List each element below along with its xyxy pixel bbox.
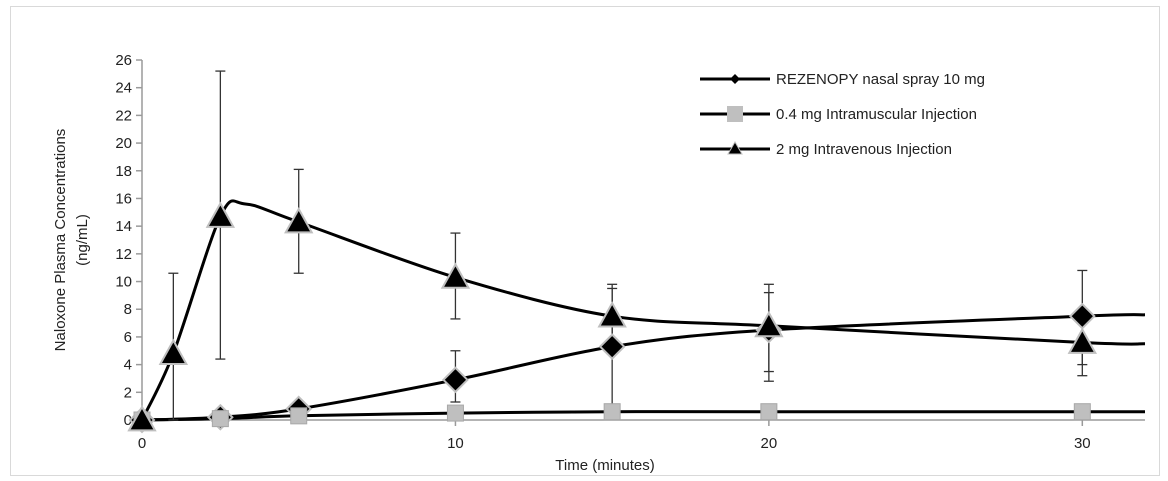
x-tick-label: 20 xyxy=(761,435,778,452)
chart-frame xyxy=(10,6,1160,476)
data-point-triangle xyxy=(754,310,784,338)
data-point-triangle xyxy=(284,206,314,234)
data-point-triangle xyxy=(1067,327,1098,354)
x-tick-label: 0 xyxy=(138,435,146,452)
y-axis-title-line-1: Naloxone Plasma Concentrations xyxy=(52,129,69,352)
data-point-square xyxy=(211,410,229,428)
series-curve-0 xyxy=(141,313,1146,422)
y-tick-label: 2 xyxy=(124,384,132,401)
y-axis-title-line-2: (ng/mL) xyxy=(74,214,91,266)
y-tick-label: 10 xyxy=(115,274,132,291)
y-tick-label: 18 xyxy=(115,163,132,180)
y-tick-label: 24 xyxy=(115,80,132,97)
data-point-diamond xyxy=(442,366,469,394)
y-tick-label: 14 xyxy=(115,218,132,235)
y-tick-label: 16 xyxy=(115,190,132,207)
data-point-square xyxy=(1073,403,1091,421)
x-tick-label: 30 xyxy=(1074,435,1091,452)
series-curve-2 xyxy=(140,199,1146,421)
y-tick-label: 12 xyxy=(115,246,132,263)
y-tick-label: 8 xyxy=(124,301,132,318)
y-tick-label: 6 xyxy=(124,329,132,346)
y-tick-label: 0 xyxy=(124,412,132,429)
data-point-triangle xyxy=(440,262,471,289)
data-point-square xyxy=(760,403,778,421)
data-point-diamond xyxy=(1068,302,1096,330)
series-curves xyxy=(140,199,1146,422)
legend-marker-square xyxy=(727,106,743,122)
legend: REZENOPY nasal spray 10 mg 0.4 mg Intramu… xyxy=(700,71,985,158)
y-axis-title: Naloxone Plasma Concentrations (ng/mL) xyxy=(52,129,91,352)
legend-label: 2 mg Intravenous Injection xyxy=(776,141,952,158)
data-point-triangle xyxy=(158,338,189,365)
data-point-triangle xyxy=(205,201,236,228)
data-point-square xyxy=(290,407,308,425)
data-point-square xyxy=(603,403,621,421)
legend-marker-diamond xyxy=(730,74,740,84)
data-point-triangle xyxy=(597,301,627,328)
y-tick-label: 22 xyxy=(115,107,132,124)
legend-label: 0.4 mg Intramuscular Injection xyxy=(776,106,977,123)
data-point-diamond xyxy=(598,333,626,361)
error-bars xyxy=(168,70,1088,421)
x-tick-label: 10 xyxy=(447,435,464,452)
series-markers xyxy=(127,201,1098,434)
legend-marker-triangle xyxy=(727,141,743,155)
axes xyxy=(141,60,1145,421)
y-tick-label: 4 xyxy=(124,357,132,374)
y-tick-label: 20 xyxy=(115,135,132,152)
series-curve-1 xyxy=(141,410,1145,422)
data-point-triangle xyxy=(127,404,157,432)
x-ticks: 0 10 20 30 xyxy=(138,420,1091,452)
y-tick-label: 26 xyxy=(115,52,132,69)
data-point-square xyxy=(446,404,464,422)
x-axis-title: Time (minutes) xyxy=(555,457,654,474)
legend-label: REZENOPY nasal spray 10 mg xyxy=(776,71,985,88)
